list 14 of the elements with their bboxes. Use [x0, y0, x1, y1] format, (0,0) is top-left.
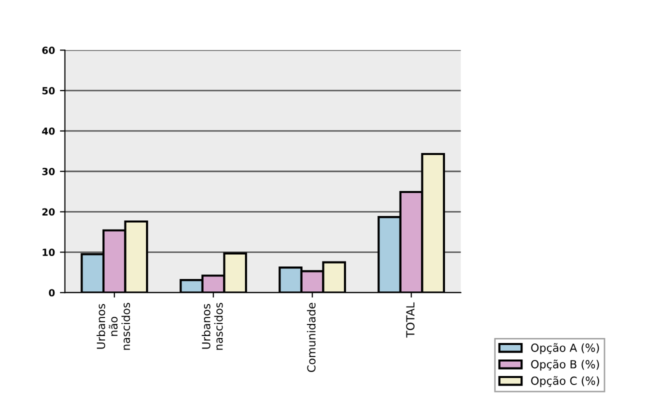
x-tick-label: Urbanos não nascidos — [96, 302, 130, 350]
y-tick-label: 10 — [42, 248, 55, 256]
x-tick-label: Comunidade — [306, 302, 316, 372]
x-tick-label: Urbanos nascidos — [202, 302, 223, 350]
legend-label: Opção C (%) — [531, 376, 600, 388]
y-tick-label: 50 — [42, 87, 55, 94]
y-tick-label: 60 — [42, 46, 55, 54]
x-tick-label: TOTAL — [406, 302, 415, 338]
legend-label: Opção B (%) — [531, 360, 599, 371]
y-tick-label: 40 — [42, 127, 55, 135]
y-tick-label: 20 — [42, 208, 55, 216]
y-tick-label: 30 — [42, 168, 55, 176]
legend-label: Opção A (%) — [531, 343, 599, 354]
y-tick-label: 0 — [48, 289, 55, 296]
